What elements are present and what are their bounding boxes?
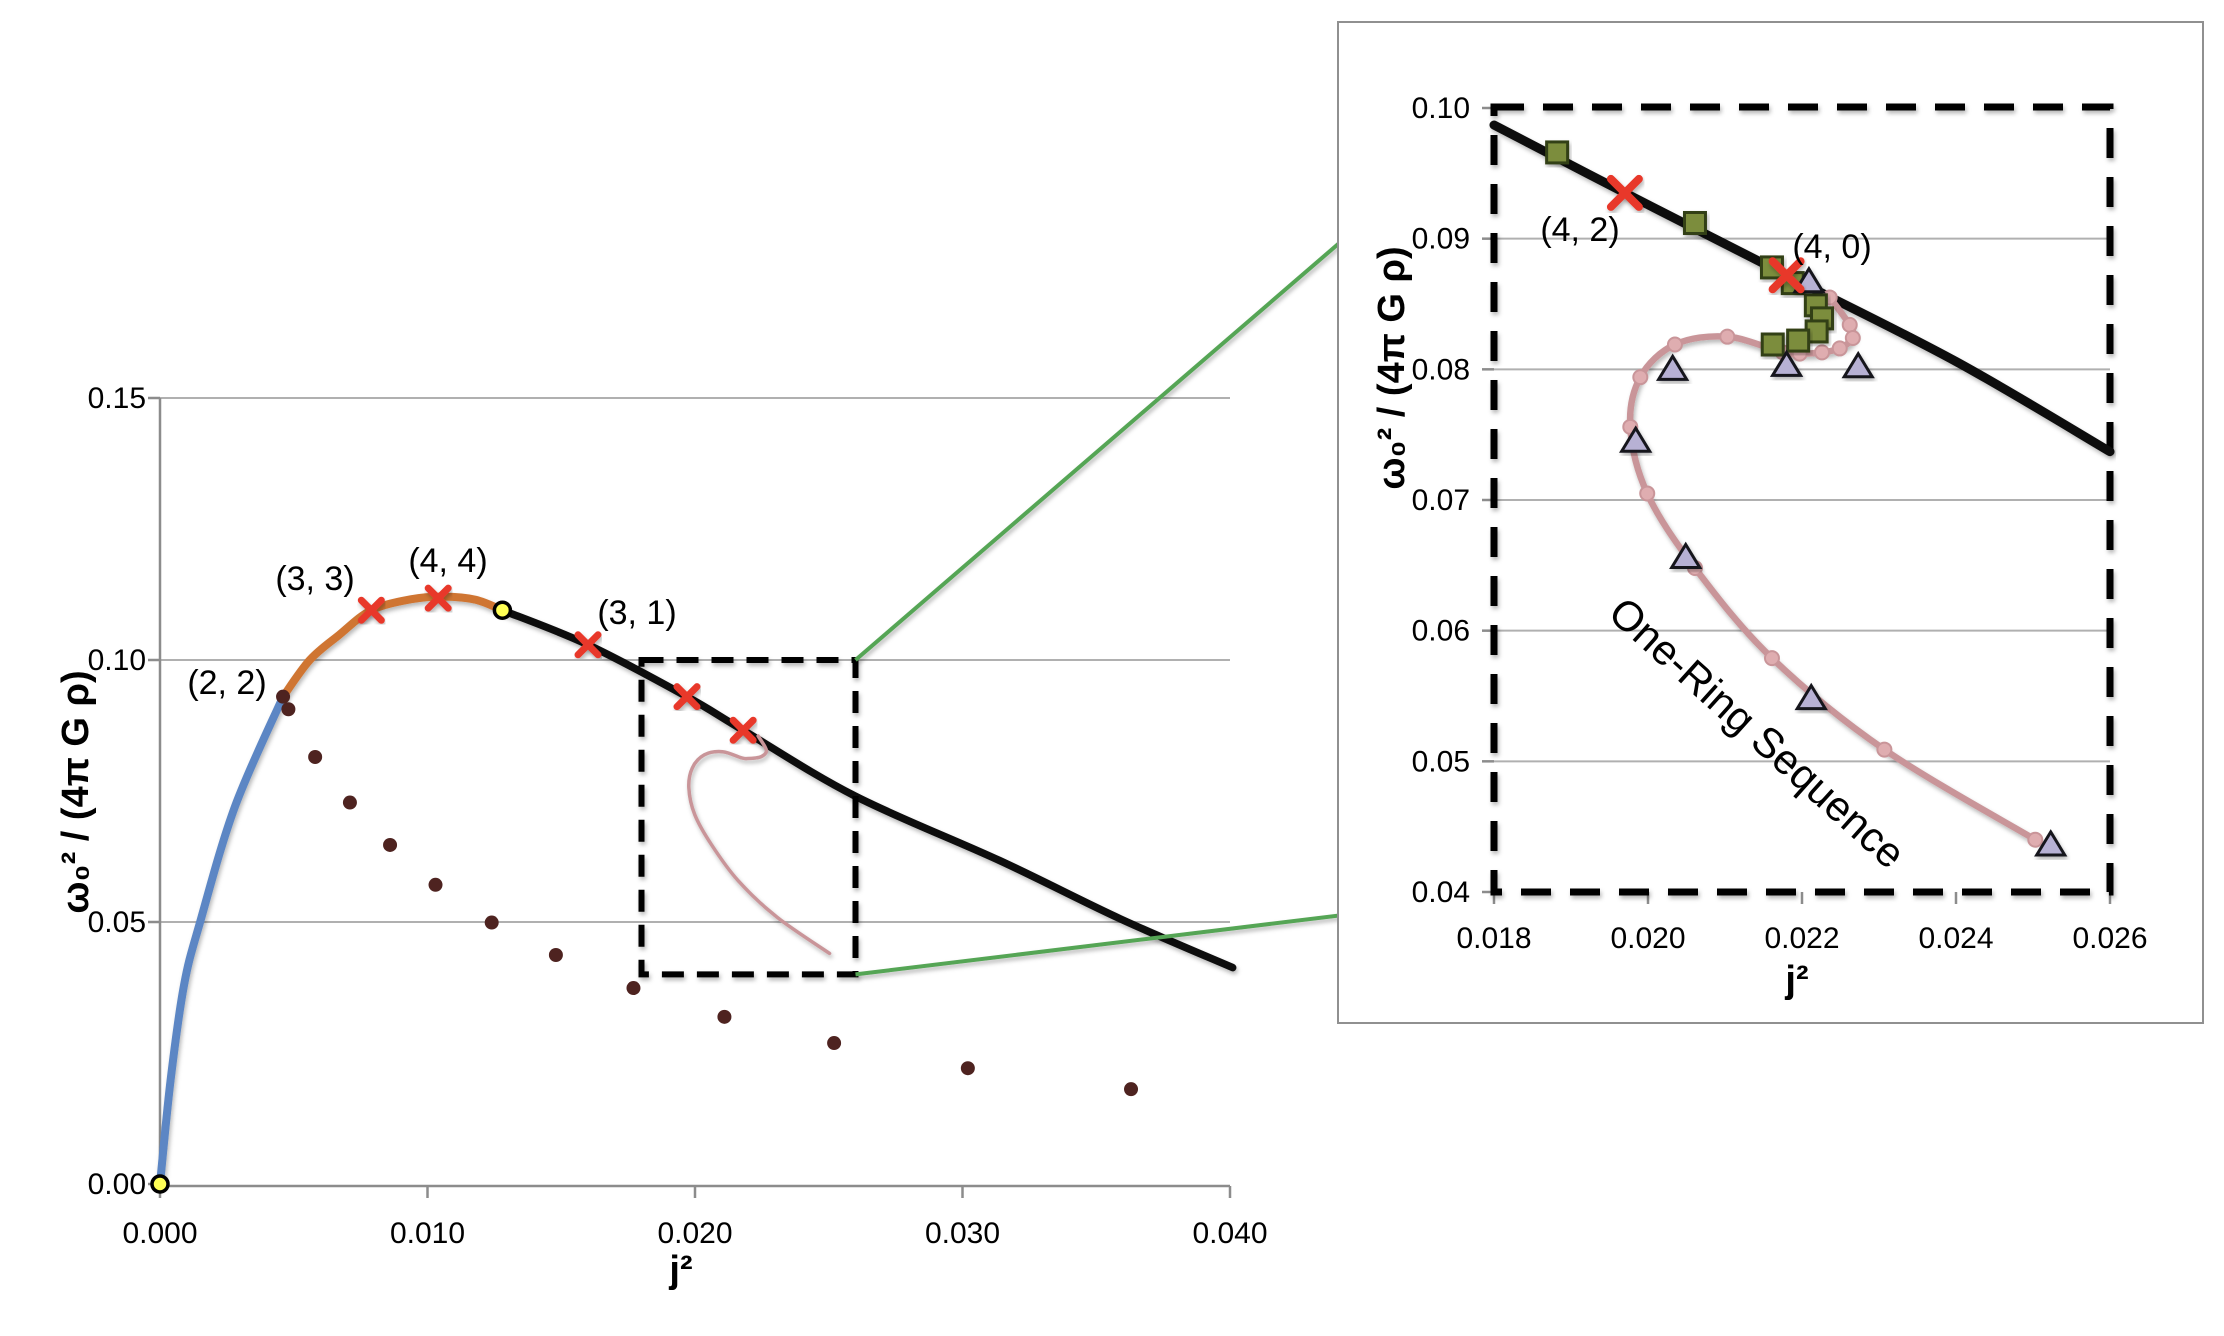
inset-dashed-border [1490, 103, 2114, 896]
x-tick-label: 0.020 [1610, 922, 1685, 955]
y-tick-label: 0.00 [88, 1168, 146, 1201]
data-point-dot [717, 1009, 732, 1024]
data-point-dot [484, 915, 499, 930]
series-sequence-orange [279, 592, 507, 701]
green-square-marker [1786, 328, 1811, 353]
data-point-dot [281, 702, 296, 717]
annotation-3-1: (3, 1) [597, 594, 676, 632]
green-square-marker [1545, 140, 1570, 165]
series-line-sequence-orange [279, 592, 507, 701]
x-tick-label: 0.000 [122, 1217, 197, 1250]
series-one-ring-sequence-preview [687, 734, 832, 956]
pink-dot-marker [1632, 369, 1649, 386]
x-tick-label: 0.010 [390, 1217, 465, 1250]
series-sequence-blue [156, 692, 288, 1188]
main-x-axis-title: j² [668, 1249, 692, 1291]
inset-plot [1489, 120, 2115, 857]
pink-dot-marker [1814, 344, 1831, 361]
annotation-4-0: (4, 0) [1792, 228, 1871, 266]
y-tick-label: 0.06 [1412, 615, 1470, 648]
red-x-marker [1606, 174, 1643, 211]
triangle-marker [1669, 541, 1703, 569]
x-tick-label: 0.020 [657, 1217, 732, 1250]
pink-dot-marker [1841, 316, 1858, 333]
red-x-marker [574, 631, 602, 659]
x-tick-label: 0.040 [1192, 1217, 1267, 1250]
series-dark-point-sequence [276, 689, 1139, 1097]
series-bifurcation-points-yellow [150, 600, 513, 1194]
y-tick-label: 0.08 [1412, 353, 1470, 386]
data-point-dot [548, 948, 563, 963]
series-triangle-models [1619, 265, 2068, 857]
triangle-marker [1769, 349, 1804, 377]
data-point-dot [383, 837, 398, 852]
red-x-marker [424, 584, 452, 612]
triangle-marker [1619, 425, 1653, 453]
chart-layers: 0.000 0.010 0.020 0.030 0.040 0.00 0.05 0.10 0.1… [88, 21, 2204, 1250]
annotation-3-3: (3, 3) [275, 560, 354, 598]
pink-dot-marker [1831, 340, 1848, 357]
series-instability-points-red-x [357, 584, 757, 744]
bifurcation-point [492, 600, 513, 620]
pink-dot-marker [1666, 336, 1683, 353]
bifurcation-point [150, 1174, 170, 1194]
y-tick-label: 0.09 [1412, 223, 1470, 256]
x-tick-label: 0.018 [1456, 922, 1531, 955]
data-point-dot [1124, 1082, 1139, 1097]
series-sequence-black [498, 606, 1237, 972]
x-tick-label: 0.022 [1764, 922, 1839, 955]
x-tick-label: 0.030 [925, 1217, 1000, 1250]
data-point-dot [308, 749, 323, 764]
main-plot [150, 584, 1237, 1194]
pink-dot-marker [1876, 741, 1893, 758]
pink-dot-marker [1719, 328, 1736, 345]
inset-axes: 0.018 0.020 0.022 0.024 0.026 0.04 0.05 0.06 0.0… [1412, 92, 2148, 955]
pink-dot-marker [1844, 329, 1861, 346]
series-line-sequence-black [498, 606, 1237, 972]
triangle-marker [1794, 682, 1828, 711]
annotation-2-2: (2, 2) [187, 664, 266, 702]
y-tick-label: 0.04 [1412, 876, 1470, 909]
series-one-ring-sequence [1622, 289, 2044, 848]
red-x-marker [357, 596, 385, 624]
triangle-marker [1841, 350, 1875, 379]
triangle-marker [1655, 353, 1690, 381]
series-line-sequence-blue [156, 692, 288, 1188]
inset-x-axis-title: j² [1784, 959, 1808, 1001]
y-tick-label: 0.05 [88, 906, 146, 939]
red-x-marker [673, 683, 701, 711]
data-point-dot [626, 981, 641, 996]
data-point-dot [960, 1061, 975, 1076]
data-point-dot [276, 689, 291, 704]
green-square-marker [1682, 210, 1707, 235]
x-tick-label: 0.024 [1918, 922, 1993, 955]
series-line-one-ring-sequence-preview [687, 734, 832, 956]
annotation-4-4: (4, 4) [408, 542, 487, 580]
data-point-dot [827, 1036, 842, 1051]
y-tick-label: 0.15 [88, 382, 146, 415]
pink-dot-marker [2027, 831, 2044, 848]
x-tick-label: 0.026 [2072, 922, 2147, 955]
y-tick-label: 0.05 [1412, 745, 1470, 778]
inset-y-axis-title: ω₀² / (4π G ρ) [1371, 246, 1413, 489]
y-tick-label: 0.07 [1412, 484, 1470, 517]
series-instability-points-red-x-inset [1606, 174, 1805, 294]
red-x-marker [729, 716, 757, 744]
y-tick-label: 0.10 [1412, 92, 1470, 125]
green-square-marker [1760, 332, 1785, 357]
y-tick-label: 0.10 [88, 644, 146, 677]
annotation-4-2: (4, 2) [1540, 211, 1619, 249]
pink-dot-marker [1639, 485, 1656, 502]
zoom-box [638, 657, 859, 978]
main-axes: 0.000 0.010 0.020 0.030 0.040 0.00 0.05 0.10 0.1… [88, 382, 1268, 1250]
inset-panel [1337, 21, 2204, 1024]
pink-dot-marker [1763, 650, 1780, 667]
red-x-marker [1768, 257, 1805, 294]
main-y-axis-title: ω₀² / (4π G ρ) [55, 670, 97, 913]
data-point-dot [428, 877, 443, 892]
triangle-marker [2034, 829, 2068, 857]
data-point-dot [342, 795, 357, 810]
